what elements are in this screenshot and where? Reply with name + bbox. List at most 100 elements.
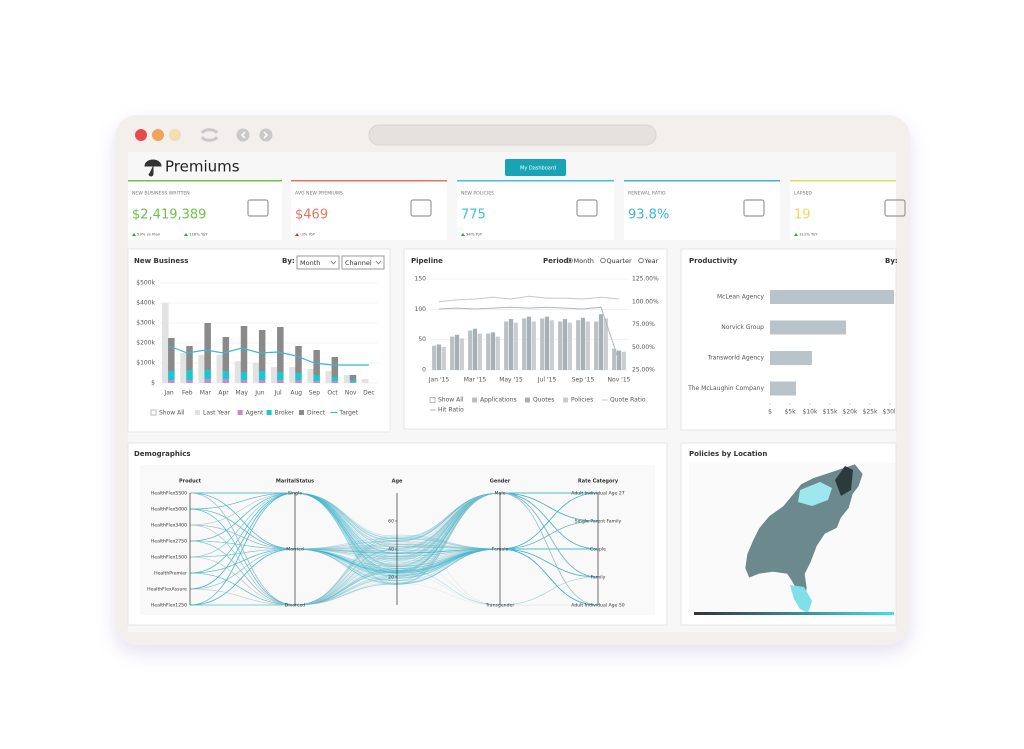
bar <box>598 314 604 370</box>
x-tick-label: $30k <box>883 409 898 416</box>
bar <box>508 319 514 370</box>
profile-line <box>189 492 599 606</box>
axis-label: Male <box>495 491 506 497</box>
minimize-button[interactable] <box>152 129 164 141</box>
kpi-accent <box>128 180 282 182</box>
x-tick-label: $ <box>768 409 772 416</box>
axis-label: Married <box>286 547 304 553</box>
x-tick-label: Apr <box>218 390 229 397</box>
x-tick-label: Mar '15 <box>464 377 487 384</box>
profile-line <box>189 492 599 606</box>
profile-line <box>189 492 599 606</box>
bar <box>432 345 437 370</box>
bar-segment <box>313 381 320 383</box>
x-tick-label: $5k <box>784 409 796 416</box>
kpi-value: $2,419,389 <box>132 208 206 223</box>
kpi-card <box>790 180 896 240</box>
profile-line <box>189 492 599 585</box>
axis-title: Rate Category <box>578 479 619 485</box>
axis-label: Divorced <box>285 603 305 609</box>
back-arrow <box>240 131 246 139</box>
bar-segment <box>307 369 314 383</box>
x-tick-label: Sep '15 <box>572 377 595 384</box>
close-button[interactable] <box>135 129 147 141</box>
bar-segment <box>222 379 230 383</box>
y-tick-label: Transworld Agency <box>706 355 764 362</box>
dropdown-label: Month <box>300 259 320 267</box>
legend-label: Direct <box>307 410 326 417</box>
axis-label: Transgender <box>485 603 515 609</box>
kpi-card <box>457 180 614 240</box>
y-tick-label: 150 <box>415 276 427 283</box>
bar <box>567 322 572 370</box>
kpi-icon <box>247 199 269 217</box>
kpi-label: NEW POLICIES <box>461 191 494 197</box>
legend-checkbox[interactable] <box>150 409 157 416</box>
legend-label: Policies <box>571 397 593 404</box>
period-option: Month <box>574 257 594 265</box>
bar <box>504 321 509 370</box>
bar-segment <box>295 373 302 380</box>
bar-segment <box>277 327 284 372</box>
x-tick-label: Jan <box>163 390 173 397</box>
refresh-icon[interactable] <box>200 128 219 142</box>
radio-button[interactable] <box>600 257 606 264</box>
dropdown[interactable] <box>341 255 385 270</box>
kpi-value: $469 <box>295 208 328 223</box>
legend-swatch <box>195 410 200 415</box>
profile-line <box>189 492 599 550</box>
profile-line <box>189 492 599 590</box>
bar <box>770 381 796 396</box>
bar-segment <box>168 371 175 380</box>
profile-line <box>189 492 599 578</box>
kpi-trend-arrow <box>132 233 136 236</box>
bar <box>580 317 586 370</box>
age-tick-label: 20 <box>388 575 394 581</box>
legend-checkbox[interactable] <box>429 397 436 403</box>
x-tick-label: Aug <box>290 390 302 397</box>
profile-line <box>189 492 599 606</box>
map-title: Policies by Location <box>689 450 767 458</box>
x-tick-label: $10k <box>803 409 818 416</box>
x-tick-label: May <box>236 390 249 397</box>
bar <box>540 318 545 370</box>
by-label: By: <box>282 257 295 265</box>
bar-segment <box>361 379 369 383</box>
legend-label: Quotes <box>533 397 554 404</box>
dropdown-caret <box>375 260 382 265</box>
profile-line <box>189 492 599 578</box>
address-bar[interactable] <box>368 124 657 146</box>
profile-line <box>189 492 599 578</box>
profile-line <box>189 492 599 606</box>
profile-line <box>189 492 599 606</box>
profile-line <box>189 492 599 606</box>
axis-label: Family <box>591 575 606 581</box>
y-tick-label: McLean Agency <box>717 294 764 301</box>
profile-line <box>189 540 598 606</box>
kpi-note: 53% vs Plan <box>137 232 161 237</box>
profile-line <box>189 492 598 606</box>
bar-segment <box>180 353 187 383</box>
bar-segment <box>349 382 357 383</box>
axis-label: Adult Individual Age 50 <box>571 603 625 609</box>
legend-label: Last Year <box>203 410 231 417</box>
dropdown[interactable] <box>296 255 340 270</box>
legend-label: Agent <box>246 410 264 417</box>
bar <box>459 338 464 370</box>
profile-line <box>189 492 598 574</box>
radio-button[interactable] <box>638 257 644 264</box>
x-tick-label: Jul <box>273 390 282 397</box>
bar-segment <box>222 371 230 379</box>
my-dashboard-button[interactable] <box>505 159 566 176</box>
maximize-button[interactable] <box>169 129 181 141</box>
bar-segment <box>258 330 266 371</box>
profile-line <box>189 492 599 606</box>
map-legend-gradient <box>694 612 894 615</box>
bar-segment <box>313 375 320 381</box>
kpi-card <box>291 180 447 240</box>
bar-segment <box>198 355 205 383</box>
profile-line <box>189 492 599 606</box>
bar <box>522 318 527 370</box>
x-tick-label: Jan '15 <box>428 377 450 384</box>
profile-line <box>189 492 599 578</box>
